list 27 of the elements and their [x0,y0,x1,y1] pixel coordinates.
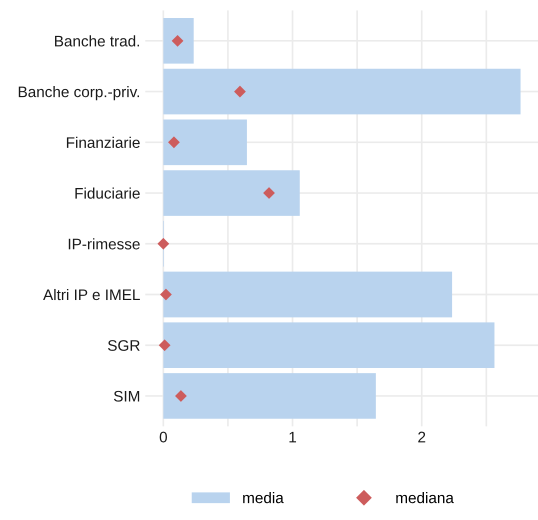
bar [163,272,452,318]
x-tick-label: 2 [418,432,426,442]
point [234,86,246,98]
x-tick-label: 0 [160,432,167,442]
bar [163,322,494,368]
bar [163,119,247,166]
bar [163,68,521,114]
y-tick-label: IP-rimesse [68,238,140,250]
point [168,136,180,148]
legend-label: media [243,492,284,504]
y-tick-label: Banche trad. [55,35,140,47]
point [175,390,187,402]
y-tick-label: SGR [108,340,140,351]
y-tick-label: Banche corp.-priv. [18,86,140,100]
y-tick-label: Fiduciarie [75,188,140,199]
point [158,339,171,352]
y-tick-label: Finanziarie [66,136,140,148]
y-tick-label: SIM [114,390,140,402]
bar [163,170,300,216]
point [157,238,170,250]
x-tick-label: 1 [289,432,296,442]
bar [163,373,376,419]
y-tick-label: Altri IP e IMEL [43,288,140,300]
point [160,288,172,300]
point [263,187,275,199]
bar [163,18,194,64]
legend-label: mediana [396,492,454,504]
